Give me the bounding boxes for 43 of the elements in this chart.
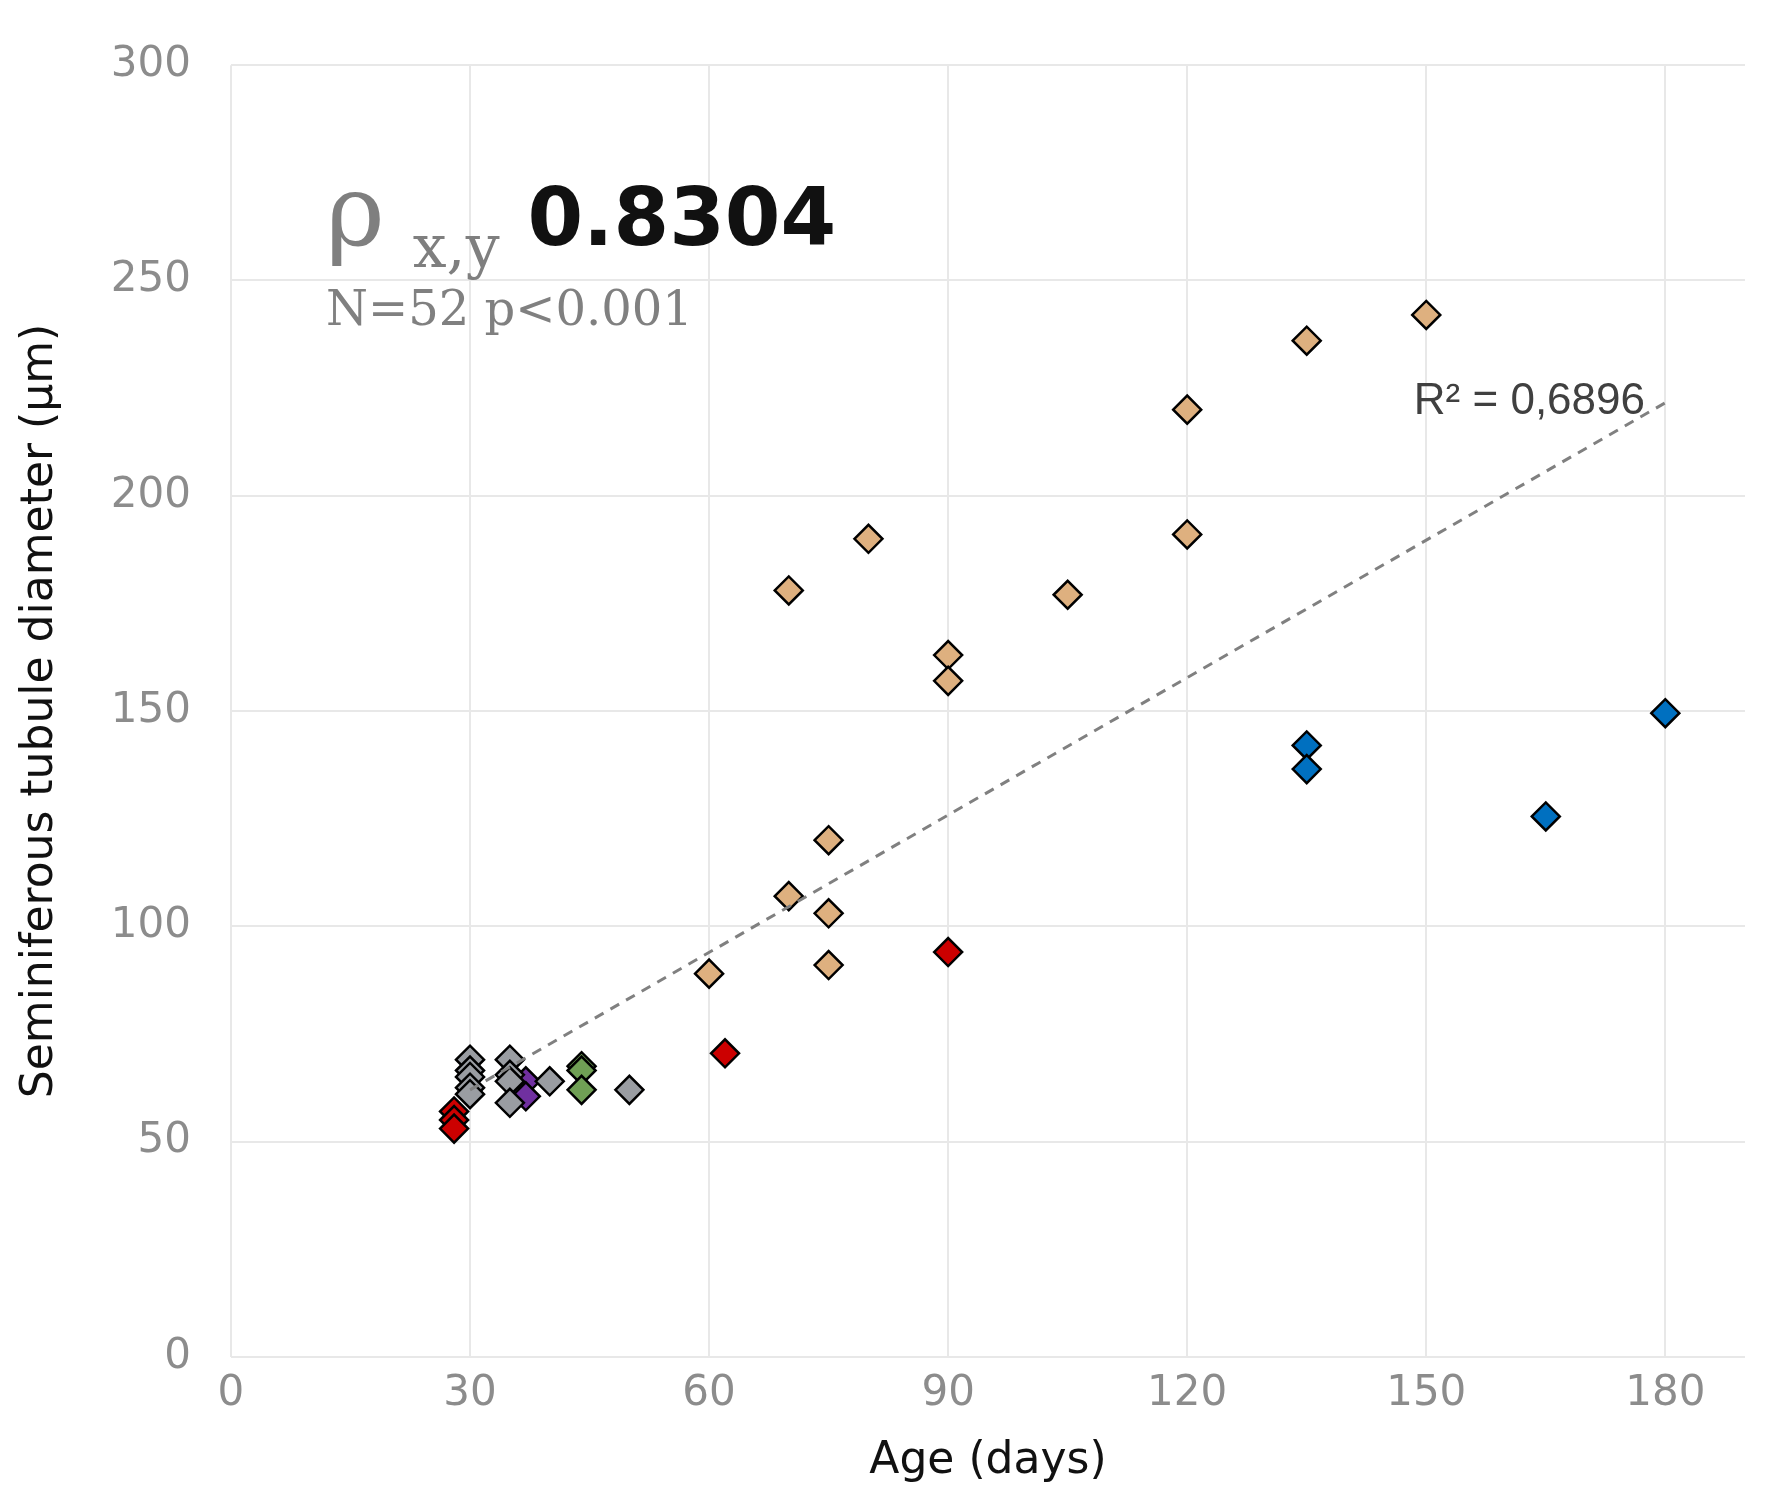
point [813,824,844,856]
point [1171,519,1203,550]
point [709,1038,741,1069]
point [454,1078,486,1110]
point [932,639,964,671]
point [1530,801,1562,832]
annotation: N=52 p<0.001 [325,280,693,337]
annotation: R² = 0,6896 [1413,373,1645,423]
point [438,1113,470,1144]
point [1411,299,1442,331]
point [773,880,805,912]
point [1171,394,1203,425]
point [614,1074,645,1106]
point [1291,753,1322,785]
point [813,898,844,929]
point [813,949,844,981]
y-tick-label: 250 [110,252,191,302]
y-tick-label: 200 [110,467,191,517]
x-tick-label: 60 [682,1365,736,1415]
point [773,575,805,606]
x-axis-title: Age (days) [869,1432,1107,1484]
x-tick-label: 120 [1147,1365,1228,1415]
x-tick-label: 0 [217,1365,245,1415]
point [932,936,964,968]
y-axis-title: Seminiferous tubule diameter (µm) [10,323,62,1099]
x-tick-label: 150 [1386,1365,1467,1415]
point [566,1074,597,1106]
x-tick-label: 180 [1625,1365,1706,1415]
y-tick-label: 300 [110,37,191,87]
point [853,523,884,555]
y-tick-label: 150 [110,682,191,732]
point [1052,579,1083,611]
point [693,958,725,989]
x-tick-label: 90 [921,1365,975,1415]
y-tick-label: 50 [137,1113,191,1163]
point [932,665,964,697]
point [534,1066,565,1097]
point [494,1087,526,1119]
y-tick-label: 0 [164,1328,191,1378]
x-tick-label: 30 [443,1365,497,1415]
point [1650,697,1681,729]
y-tick-label: 100 [110,898,191,948]
point [1291,325,1322,356]
